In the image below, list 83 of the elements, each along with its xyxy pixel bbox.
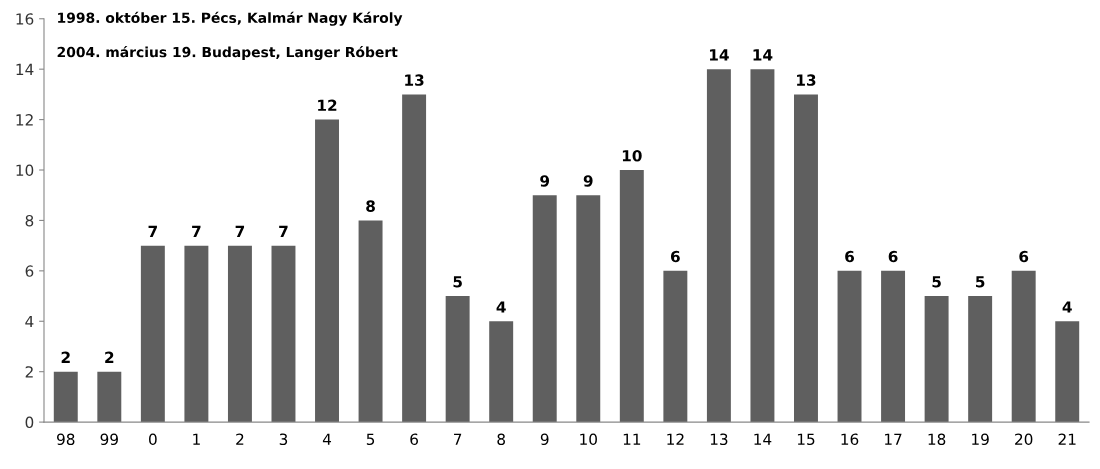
bar (358, 220, 383, 423)
bar (140, 245, 165, 423)
bar (227, 245, 252, 423)
bar (315, 119, 339, 423)
x-tick-label: 16 (841, 433, 859, 446)
x-tick-label: 17 (885, 433, 902, 445)
x-tick-label: 98 (57, 433, 75, 446)
x-tick-label: 20 (1015, 433, 1033, 446)
annotation: 2004. március 19. Budapest, Langer Róbert (57, 45, 398, 61)
bar (489, 321, 514, 423)
data-label: 4 (1062, 301, 1072, 313)
bar (445, 296, 470, 423)
y-tick-label: 8 (25, 214, 34, 227)
data-label: 14 (753, 49, 773, 61)
x-tick-label: 4 (322, 433, 332, 445)
bar (532, 195, 557, 423)
data-label: 5 (932, 276, 941, 288)
data-label: 8 (366, 200, 375, 212)
x-tick-label: 5 (366, 433, 375, 446)
x-tick-label: 19 (972, 433, 989, 446)
data-label: 13 (405, 74, 424, 86)
bar (881, 270, 906, 423)
data-label: 5 (453, 276, 462, 288)
y-tick-label: 16 (16, 13, 34, 25)
x-tick-label: 14 (754, 433, 772, 445)
bar (750, 69, 775, 423)
x-tick-label: 11 (623, 433, 641, 445)
x-tick-label: 1 (193, 433, 200, 445)
bar (968, 296, 993, 423)
bar (794, 94, 818, 423)
x-tick-label: 8 (497, 433, 505, 446)
data-label: 10 (622, 149, 642, 162)
data-label: 6 (845, 250, 855, 263)
bar (97, 371, 122, 423)
data-label: 14 (709, 49, 729, 61)
x-tick-label: 99 (100, 433, 118, 446)
y-tick-label: 6 (25, 265, 34, 277)
data-label: 7 (192, 225, 201, 237)
x-tick-label: 2 (236, 433, 244, 445)
data-label: 12 (318, 99, 337, 111)
bar (924, 296, 949, 423)
bar (837, 270, 862, 423)
data-label: 9 (583, 175, 593, 187)
data-label: 6 (670, 250, 680, 263)
x-tick-label: 21 (1058, 433, 1076, 445)
bar (402, 94, 427, 423)
bar (1011, 270, 1036, 423)
x-tick-label: 15 (797, 433, 815, 446)
bar (663, 270, 688, 423)
data-label: 6 (1019, 250, 1029, 263)
bar (576, 195, 601, 423)
data-label: 2 (105, 351, 114, 363)
data-label: 6 (888, 250, 898, 263)
y-tick-label: 2 (25, 366, 33, 378)
bar (706, 69, 731, 423)
x-tick-label: 0 (149, 433, 157, 446)
bar (271, 245, 296, 423)
x-tick-label: 9 (540, 433, 549, 446)
data-label: 9 (540, 175, 550, 187)
bar (53, 371, 78, 423)
data-label: 13 (797, 74, 816, 86)
y-tick-label: 10 (16, 164, 34, 177)
x-tick-label: 3 (279, 433, 288, 446)
bar (619, 170, 644, 423)
data-label: 2 (61, 351, 70, 363)
y-tick-label: 4 (25, 315, 34, 328)
bar (1055, 321, 1080, 423)
bar (184, 245, 209, 423)
annotation: 1998. október 15. Pécs, Kalmár Nagy Károly (58, 11, 403, 26)
data-label: 7 (148, 225, 157, 237)
x-tick-label: 18 (928, 433, 946, 446)
x-tick-label: 6 (410, 433, 418, 446)
y-tick-label: 0 (25, 416, 34, 429)
x-tick-label: 10 (580, 433, 597, 446)
x-tick-label: 7 (454, 433, 462, 445)
data-label: 7 (235, 225, 245, 237)
y-tick-label: 14 (16, 63, 34, 75)
x-tick-label: 12 (667, 433, 684, 445)
data-label: 5 (976, 276, 985, 288)
y-tick-label: 12 (16, 114, 33, 126)
data-label: 7 (279, 225, 288, 237)
x-tick-label: 13 (710, 433, 728, 446)
data-label: 4 (496, 301, 506, 313)
